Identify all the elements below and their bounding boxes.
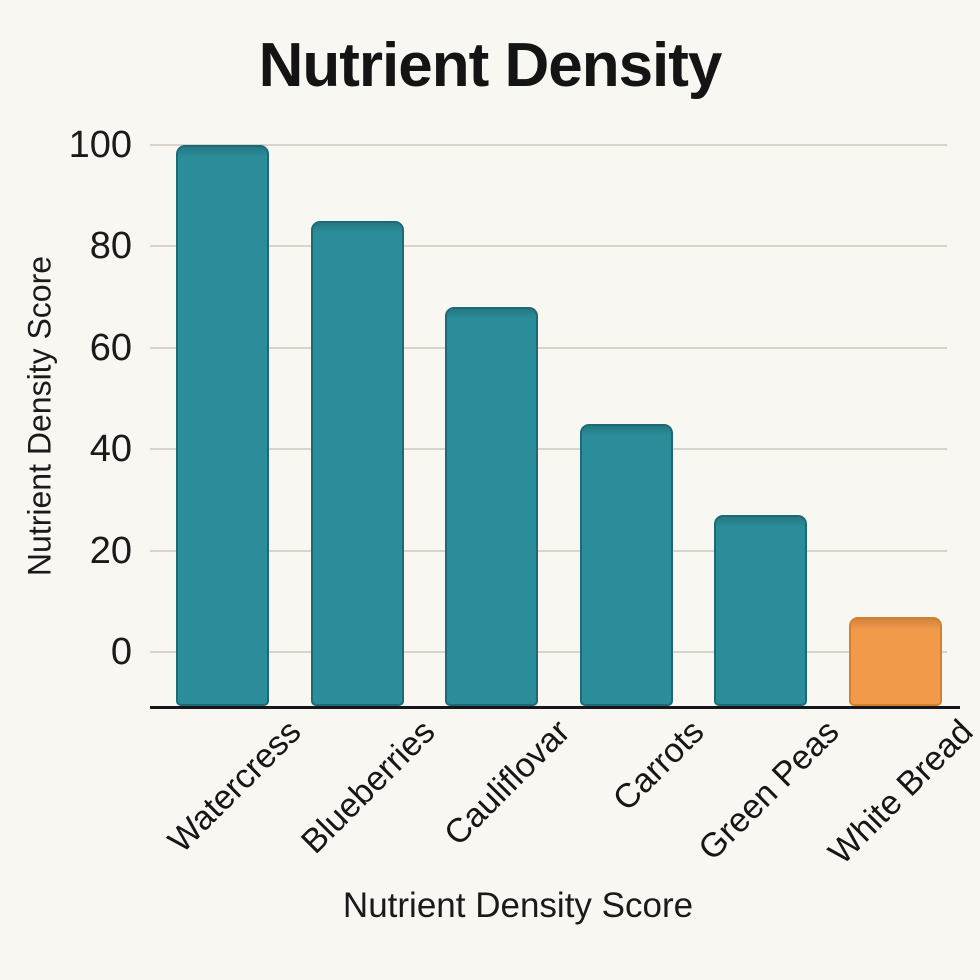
x-axis-title: Nutrient Density Score (342, 886, 694, 925)
gridline-60 (150, 346, 947, 349)
bar-top-shade (850, 618, 940, 629)
y-tick-label-60: 60 (89, 326, 132, 369)
y-tick-label-40: 40 (89, 428, 132, 471)
bar-watercress (176, 145, 269, 706)
bar-cauliflovar (445, 307, 538, 706)
gridline-20 (150, 549, 947, 552)
y-tick-label-100: 100 (68, 124, 132, 166)
bar-top-shade (312, 223, 402, 234)
y-axis-title: Nutrient Density Score (21, 255, 58, 577)
bar-top-shade (447, 309, 536, 320)
gridline-100 (150, 144, 947, 146)
bar-carrots (579, 423, 673, 706)
plot-area (150, 144, 960, 709)
chart-title: Nutrient Density (258, 31, 723, 100)
gridline-40 (150, 448, 947, 451)
gridline-0 (150, 651, 947, 653)
bar-white-bread (848, 616, 942, 706)
y-tick-label-0: 0 (110, 631, 132, 673)
gridline-80 (150, 245, 947, 248)
bar-blueberries (310, 221, 404, 706)
bar-green-peas (714, 515, 807, 706)
bar-top-shade (716, 517, 805, 528)
bar-top-shade (581, 425, 671, 436)
y-tick-label-80: 80 (89, 225, 132, 268)
y-tick-label-20: 20 (89, 529, 132, 572)
bar-top-shade (178, 147, 267, 157)
